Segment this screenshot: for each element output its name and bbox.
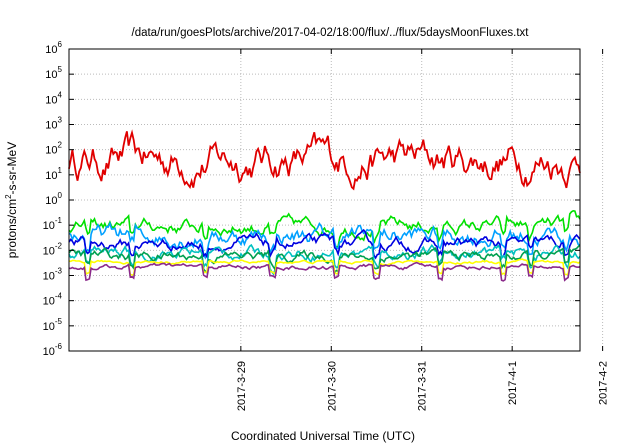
x-tick-label: 2017-4-2: [598, 361, 610, 405]
series-line-1: [68, 129, 581, 191]
series-line-2: [68, 209, 581, 249]
y-tick-label: 10-2: [43, 241, 63, 257]
y-axis-label: protons/cm2-s-sr-MeV: [4, 142, 19, 258]
x-tick-label: 2017-4-1: [507, 361, 519, 405]
x-tick-label: 2017-3-30: [326, 361, 338, 411]
y-tick-label: 10-3: [43, 267, 63, 283]
series-line-7: [68, 258, 581, 276]
y-tick-label: 10-4: [43, 292, 63, 308]
y-tick-label: 105: [45, 65, 62, 81]
y-axis-label-base: protons/cm: [5, 199, 19, 258]
series-line-8: [68, 261, 581, 282]
x-axis-label: Coordinated Universal Time (UTC): [231, 429, 415, 443]
x-tick-label: 2017-3-31: [417, 361, 429, 411]
y-tick-label: 100: [45, 191, 62, 207]
y-tick-label: 106: [45, 40, 62, 56]
y-tick-label: 10-1: [43, 216, 63, 232]
y-tick-label: 10-5: [43, 317, 63, 333]
y-tick-label: 102: [45, 141, 62, 157]
x-tick-label: 2017-3-29: [236, 361, 248, 411]
y-axis-label-rest: -s-sr-MeV: [5, 142, 19, 195]
x-axis-ticks: 2017-3-29 2017-3-30 2017-3-31 2017-4-1 2017-…: [236, 49, 610, 411]
y-tick-label: 101: [45, 166, 62, 182]
series-line-5: [68, 243, 581, 276]
y-tick-label: 103: [45, 116, 62, 132]
grid: [69, 49, 604, 351]
y-tick-label: 104: [45, 90, 62, 106]
series-group: [68, 129, 581, 282]
y-axis-label-sup: 2: [4, 194, 13, 199]
y-tick-label: 10-6: [43, 342, 63, 358]
chart-title: /data/run/goesPlots/archive/2017-04-02/1…: [132, 27, 530, 39]
series-line-6: [68, 244, 581, 275]
y-axis-ticks: 10-6 10-5 10-4 10-3 10-2 10-1 100 101 102 103 104 1…: [43, 40, 580, 358]
